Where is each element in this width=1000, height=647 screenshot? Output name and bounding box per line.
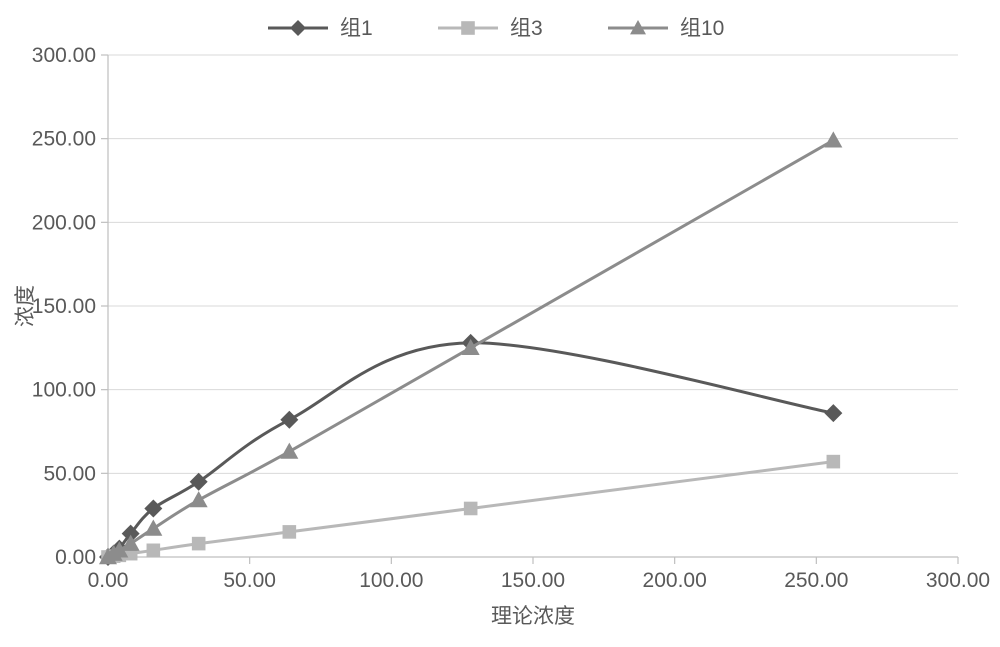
legend: 组1 组3 组10	[268, 17, 724, 40]
y-tick-label: 300.00	[32, 44, 96, 67]
legend-label: 组3	[510, 17, 543, 40]
chart-container: 0.00 50.00 100.00 150.00 200.00 250.00 300.00 0…	[0, 0, 1000, 647]
series-line	[108, 343, 833, 557]
x-axis-label: 理论浓度	[491, 605, 575, 628]
y-tick-label: 100.00	[32, 379, 96, 402]
y-tick-label: 50.00	[43, 462, 96, 485]
x-tick-label: 0.00	[88, 569, 129, 592]
y-tick-label: 0.00	[55, 546, 96, 569]
y-tick-label: 200.00	[32, 211, 96, 234]
series-组1	[99, 334, 842, 566]
x-tick-label: 250.00	[784, 569, 848, 592]
x-tick-label: 300.00	[926, 569, 990, 592]
x-tick-label: 200.00	[643, 569, 707, 592]
series-组10	[99, 131, 842, 564]
legend-label: 组10	[680, 17, 724, 40]
line-chart: 0.00 50.00 100.00 150.00 200.00 250.00 300.00 0…	[0, 0, 1000, 647]
x-tick-label: 100.00	[359, 569, 423, 592]
legend-label: 组1	[340, 17, 373, 40]
y-tick-label: 250.00	[32, 128, 96, 151]
x-tick-label: 150.00	[501, 569, 565, 592]
y-tick-label: 150.00	[32, 295, 96, 318]
x-tick-label: 50.00	[223, 569, 276, 592]
y-axis-label: 浓度	[14, 285, 37, 327]
